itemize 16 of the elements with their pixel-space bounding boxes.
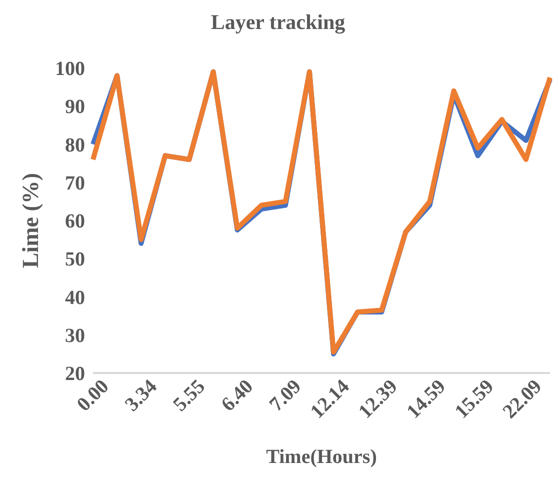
y-tick-label: 70 <box>65 172 85 194</box>
y-tick-label: 60 <box>65 210 85 233</box>
y-tick-label: 90 <box>65 96 85 118</box>
chart-title: Layer tracking <box>210 10 346 35</box>
y-tick-label: 40 <box>65 286 85 309</box>
y-tick-label: 30 <box>65 324 85 347</box>
x-tick-label: 7.09 <box>265 376 306 416</box>
y-tick-label: 100 <box>55 58 85 80</box>
x-tick-label: 6.40 <box>217 376 258 416</box>
y-tick-label: 50 <box>65 248 85 271</box>
x-axis-title: Time(Hours) <box>266 446 377 468</box>
x-tick-label: 3.34 <box>121 376 162 416</box>
x-tick-label: 5.55 <box>169 376 210 416</box>
y-tick-label: 20 <box>65 363 85 386</box>
y-axis-title: Lime (%) <box>18 172 44 268</box>
y-tick-label: 80 <box>65 134 85 156</box>
